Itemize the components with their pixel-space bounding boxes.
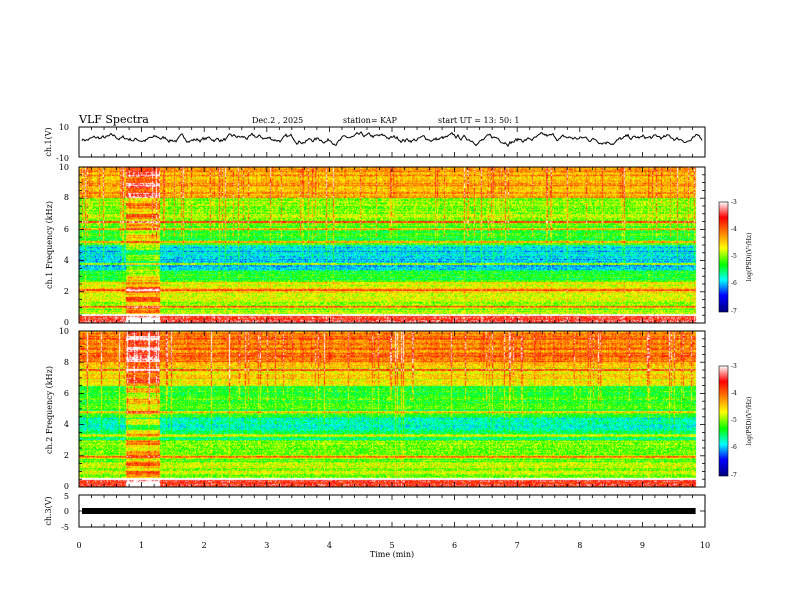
ch1-spec-ylabel: ch.1 Frequency (kHz) <box>45 201 54 289</box>
ch1-colorbar: -3 -4 -5 -6 -7 log(PSD)(V²/Hz) <box>718 199 753 315</box>
ch3-ytick-neg5: -5 <box>61 523 69 532</box>
cb2-tick-m6: -6 <box>731 444 737 451</box>
ch1-waveform-panel: 10 -10 ch.1(V) <box>44 123 706 163</box>
ch1-spec-ytick-2: 2 <box>64 287 69 296</box>
ch1-spec-ytick-10: 10 <box>59 163 69 172</box>
cb1-tick-m6: -6 <box>731 280 737 287</box>
ch2-spec-ytick-6: 6 <box>64 389 69 398</box>
xtick-3: 3 <box>264 541 269 550</box>
ch1-ylabel: ch.1(V) <box>44 127 53 156</box>
cb2-tick-m3: -3 <box>731 363 737 370</box>
xtick-8: 8 <box>577 541 582 550</box>
ch1-spec-ytick-4: 4 <box>64 256 69 265</box>
ch2-spec-ytick-4: 4 <box>64 420 69 429</box>
xtick-4: 4 <box>327 541 332 550</box>
xtick-0: 0 <box>76 541 81 550</box>
xtick-1: 1 <box>139 541 144 550</box>
cb2-tick-m5: -5 <box>731 417 737 424</box>
cb2-label: log(PSD)(V²/Hz) <box>746 397 753 446</box>
ch2-spec-ytick-10: 10 <box>59 327 69 336</box>
ch1-spec-ticks <box>78 166 706 324</box>
time-xtick-labels: 0 1 2 3 4 5 6 7 8 9 10 <box>76 541 710 550</box>
ch1-waveform-line <box>81 131 703 148</box>
figure-title: VLF Spectra <box>78 113 149 126</box>
ch1-ytick-top: 10 <box>59 123 69 132</box>
xtick-9: 9 <box>640 541 645 550</box>
ch2-spec-ytick-labels: 0 2 4 6 8 10 <box>59 327 69 491</box>
ch1-spec-ytick-0: 0 <box>64 318 69 327</box>
cb2-tick-m7: -7 <box>731 472 737 479</box>
ch1-spec-ytick-6: 6 <box>64 225 69 234</box>
ch3-ticks <box>78 494 706 528</box>
cb1-tick-m5: -5 <box>731 253 737 260</box>
ch2-colorbar: -3 -4 -5 -6 -7 log(PSD)(V²/Hz) <box>718 363 753 479</box>
xtick-6: 6 <box>452 541 457 550</box>
ch2-spec-ytick-0: 0 <box>64 482 69 491</box>
ch2-spectrogram-panel: 0 2 4 6 8 10 ch.2 Frequency (kHz) <box>45 327 706 491</box>
xtick-10: 10 <box>700 541 710 550</box>
ch2-spec-ytick-2: 2 <box>64 451 69 460</box>
start-ut-label: start UT = 13: 50: 1 <box>438 116 519 125</box>
ch1-ytick-bottom: -10 <box>56 154 69 163</box>
ch3-ytick-5: 5 <box>64 492 69 501</box>
ch2-spectrogram-image <box>79 331 705 487</box>
ch1-colorbar-gradient <box>719 202 728 312</box>
ch2-spec-ticks <box>78 330 706 488</box>
ch2-spec-ylabel: ch.2 Frequency (kHz) <box>45 366 54 454</box>
cb1-tick-m4: -4 <box>731 226 737 233</box>
ch1-spectrogram-panel: 0 2 4 6 8 10 ch.1 Frequency (kHz) <box>45 163 706 327</box>
station-label: station= KAP <box>343 116 398 125</box>
ch2-colorbar-gradient <box>719 366 728 476</box>
ch1-spec-ytick-8: 8 <box>64 193 69 202</box>
ch3-ytick-0: 0 <box>64 507 69 516</box>
xtick-2: 2 <box>202 541 207 550</box>
cb2-tick-m4: -4 <box>731 390 737 397</box>
date-label: Dec.2 , 2025 <box>252 116 303 125</box>
ch1-spec-ytick-labels: 0 2 4 6 8 10 <box>59 163 69 327</box>
xtick-7: 7 <box>515 541 520 550</box>
cb1-tick-m7: -7 <box>731 308 737 315</box>
ch3-ylabel: ch.3(V) <box>44 496 53 525</box>
ch3-waveform-panel: 5 0 -5 ch.3(V) 0 1 2 3 4 5 6 7 8 9 10 Ti… <box>44 492 710 559</box>
cb1-label: log(PSD)(V²/Hz) <box>746 233 753 282</box>
time-xlabel: Time (min) <box>370 550 414 559</box>
ch3-waveform-line <box>82 508 696 514</box>
cb1-tick-m3: -3 <box>731 199 737 206</box>
ch1-spectrogram-image <box>79 167 705 323</box>
ch1-ticks <box>78 127 706 157</box>
xtick-5: 5 <box>389 541 394 550</box>
ch2-spec-ytick-8: 8 <box>64 358 69 367</box>
